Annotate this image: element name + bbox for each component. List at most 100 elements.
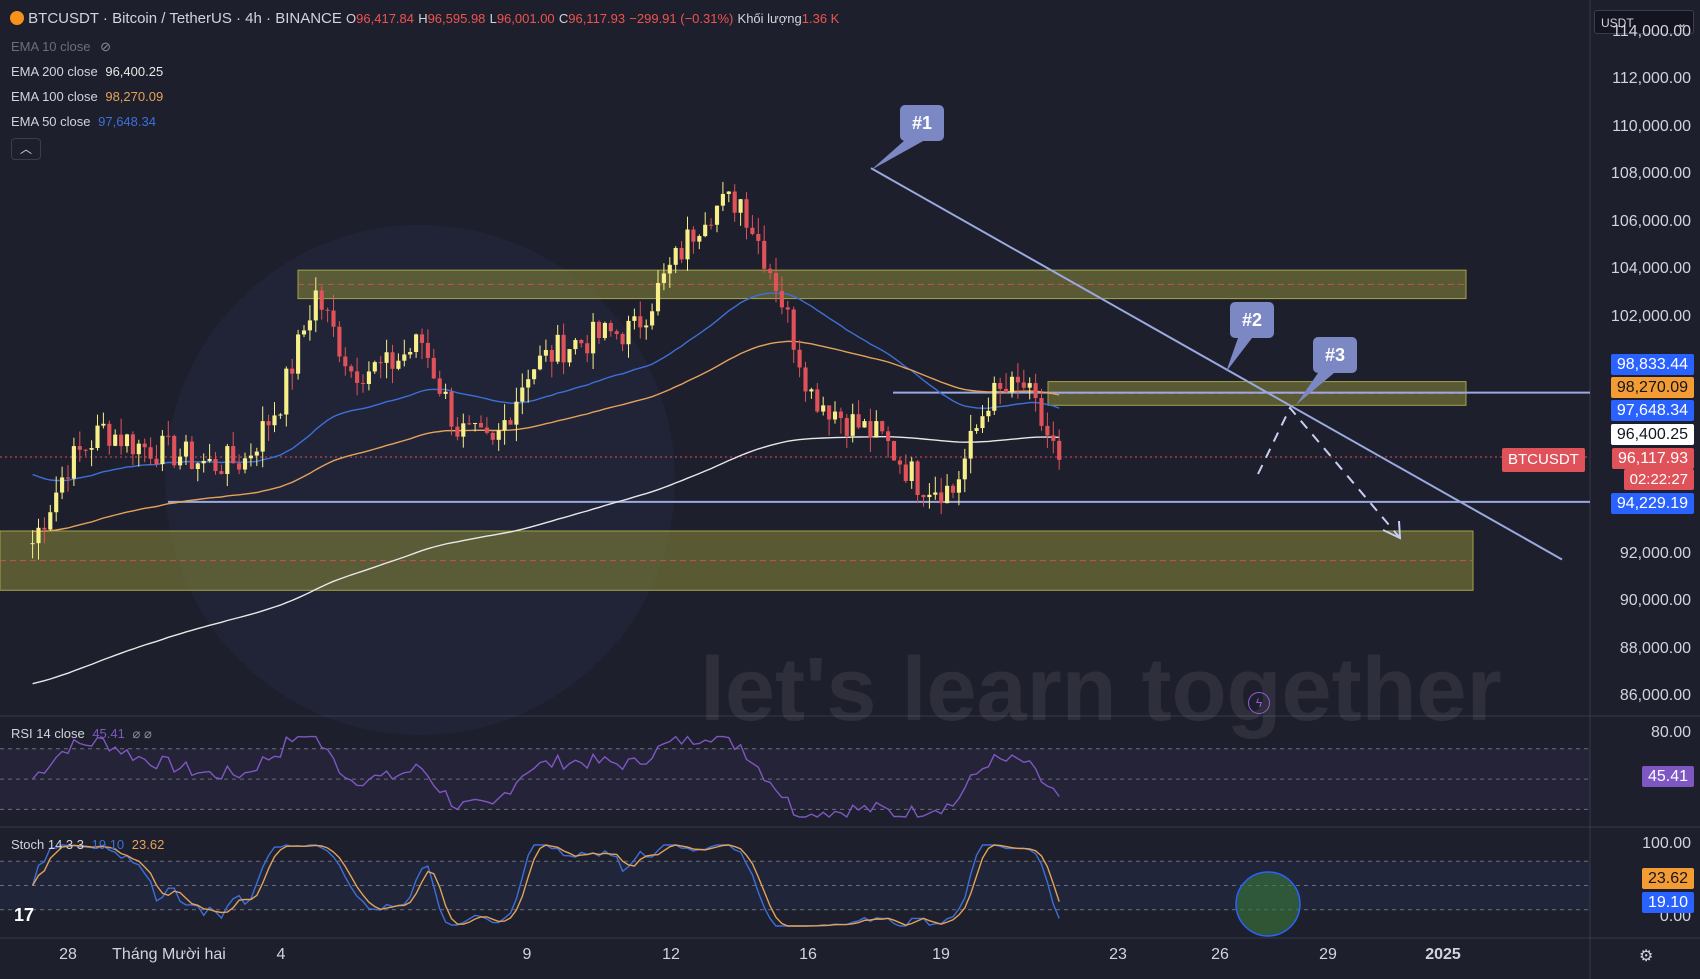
candle-body <box>874 421 879 438</box>
candle-body <box>632 316 637 321</box>
candle-body <box>231 446 236 464</box>
candle-body <box>107 423 112 446</box>
candle-body <box>667 264 672 274</box>
stoch-legend[interactable]: Stoch 14 3 3 19.10 23.62 <box>11 837 164 852</box>
candle-body <box>939 492 944 504</box>
time-tick: 12 <box>662 946 680 963</box>
candle-body <box>585 343 590 354</box>
candle-body <box>886 431 891 442</box>
candle-body <box>1045 425 1050 436</box>
candle-body <box>1004 388 1009 393</box>
rsi-label: RSI 14 close <box>11 726 85 741</box>
candles <box>30 181 1062 560</box>
candle-body <box>478 422 484 428</box>
candle-body <box>219 471 224 474</box>
collapse-legend-button[interactable]: ︿ <box>11 138 41 160</box>
candle-body <box>496 430 501 440</box>
candle-body <box>71 446 76 479</box>
time-tick: 2025 <box>1425 946 1461 963</box>
currency-select[interactable]: USDT ⌄ <box>1594 10 1694 34</box>
badge-lower-line: 94,229.19 <box>1610 493 1694 514</box>
candle-body <box>838 411 843 419</box>
time-tick: 26 <box>1211 946 1229 963</box>
indicator-ema50[interactable]: EMA 50 close 97,648.34 <box>11 114 156 129</box>
candle-body <box>130 434 135 455</box>
rsi-tick-80: 80.00 <box>1650 724 1691 741</box>
candle-body <box>927 494 932 498</box>
badge-ema200: 96,400.25 <box>1610 424 1694 445</box>
candle-body <box>372 362 377 372</box>
price-tick: 110,000.00 <box>1612 117 1691 135</box>
candle-body <box>762 240 767 269</box>
candle-body <box>697 236 702 242</box>
time-tick: 4 <box>276 946 286 963</box>
candle-body <box>614 331 619 335</box>
indicator-ema200[interactable]: EMA 200 close 96,400.25 <box>11 64 163 79</box>
indicator-value: 97,648.34 <box>98 114 156 129</box>
time-tick: 28 <box>59 946 77 963</box>
candle-body <box>402 354 407 361</box>
candle-body <box>119 434 124 447</box>
candle-body <box>532 369 537 380</box>
candle-body <box>543 350 548 356</box>
candle-body <box>360 382 366 384</box>
indicator-name: EMA 10 close <box>11 39 91 54</box>
indicator-ema100[interactable]: EMA 100 close 98,270.09 <box>11 89 163 104</box>
candle-body <box>89 448 94 450</box>
badge-stoch-k: 19.10 <box>1641 892 1694 913</box>
price-tick: 102,000.00 <box>1610 307 1691 325</box>
callout-1-pointer <box>871 140 925 170</box>
indicator-ema10[interactable]: EMA 10 close ⊘ <box>11 39 111 55</box>
settings-gear-icon[interactable]: ⚙ <box>1639 948 1654 965</box>
candle-body <box>950 485 956 493</box>
candle-body <box>850 414 855 436</box>
candle-body <box>284 368 289 415</box>
candle-body <box>968 430 973 459</box>
time-tick: 29 <box>1319 946 1337 963</box>
candle-body <box>408 352 413 355</box>
eye-off-icon[interactable]: ⊘ <box>100 39 112 54</box>
callout-2[interactable]: #2 <box>1230 302 1275 338</box>
candle-body <box>331 310 336 327</box>
candle-body <box>962 458 967 480</box>
time-tick: 9 <box>522 946 532 963</box>
time-tick: 19 <box>932 946 950 963</box>
candle-body <box>909 461 914 482</box>
candle-body <box>785 307 790 310</box>
candle-body <box>827 405 832 420</box>
candle-body <box>579 340 584 344</box>
candle-body <box>520 387 525 402</box>
candle-body <box>414 334 419 353</box>
candle-body <box>349 366 354 372</box>
candle-body <box>242 458 248 470</box>
candle-body <box>54 492 59 513</box>
candle-body <box>95 425 100 449</box>
candle-body <box>248 455 253 459</box>
candle-body <box>744 199 749 228</box>
stoch-pane <box>0 844 1590 937</box>
tradingview-logo-icon[interactable]: 17 <box>14 905 35 925</box>
trend-drawings <box>870 140 1563 561</box>
candle-body <box>431 357 436 379</box>
stoch-k-value: 19.10 <box>91 837 125 852</box>
candle-body <box>307 320 312 331</box>
candle-body <box>390 352 395 369</box>
lightning-icon[interactable]: ϟ <box>1248 692 1270 714</box>
candle-body <box>555 334 560 362</box>
candle-body <box>549 350 554 362</box>
price-tick: 104,000.00 <box>1610 260 1691 278</box>
candle-body <box>602 322 607 338</box>
symbol-title: · Bitcoin / TetherUS · 4h · BINANCE <box>102 10 342 27</box>
candle-body <box>832 411 838 420</box>
candle-body <box>591 321 596 354</box>
callout-3[interactable]: #3 <box>1313 337 1358 373</box>
symbol[interactable]: BTCUSDT <box>28 10 99 27</box>
candle-body <box>237 463 242 470</box>
candle-body <box>178 456 183 466</box>
callout-1[interactable]: #1 <box>900 105 945 141</box>
candle-body <box>514 401 519 425</box>
rsi-legend[interactable]: RSI 14 close 45.41 ⌀ ⌀ <box>11 726 152 742</box>
candle-body <box>992 382 997 411</box>
candle-body <box>484 427 489 433</box>
